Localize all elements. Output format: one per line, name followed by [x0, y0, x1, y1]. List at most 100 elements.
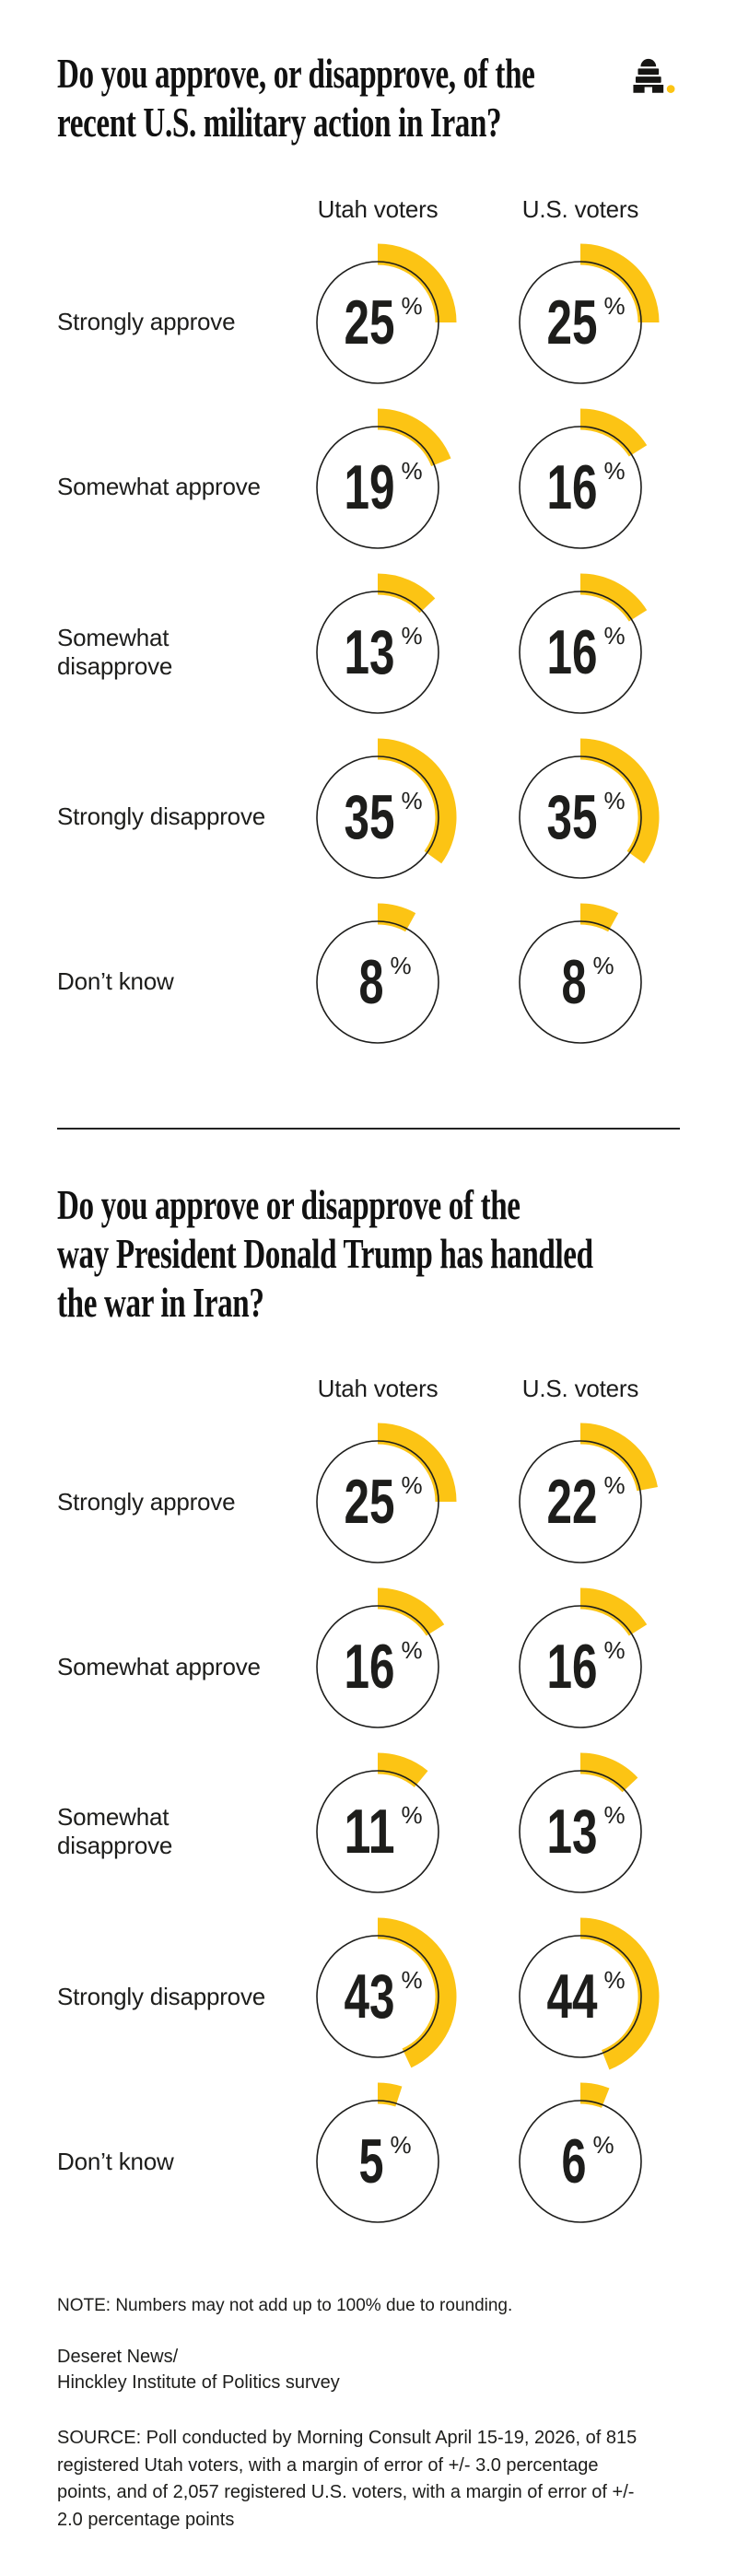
- chart-row: Strongly disapprove 35% 35%: [57, 730, 680, 895]
- chart-title-line: recent U.S. military action in Iran?: [57, 98, 502, 146]
- percent-sign: %: [402, 787, 423, 814]
- gauge-circle: [519, 425, 642, 549]
- row-label: Somewhat approve: [57, 473, 261, 501]
- row-label: Strongly approve: [57, 308, 236, 336]
- footer: NOTE: Numbers may not add up to 100% due…: [57, 2296, 680, 2534]
- percentage-arc: [377, 243, 457, 323]
- gauge-value: 8: [359, 947, 384, 1017]
- chart-row: Somewhat approve 16% 16%: [57, 1579, 680, 1744]
- donut-gauge: 13%: [290, 565, 465, 740]
- gauge-value: 16: [547, 452, 598, 522]
- percent-sign: %: [604, 457, 626, 485]
- chart-row: Strongly disapprove 43% 44%: [57, 1909, 680, 2074]
- gauge-value: 25: [345, 1467, 395, 1537]
- donut-gauge: 43%: [290, 1909, 465, 2084]
- column-header-utah-voters: Utah voters: [317, 194, 439, 223]
- donut-gauge: 25%: [493, 235, 668, 410]
- gauge-circle: [519, 1935, 642, 2059]
- gauge-value: 5: [359, 2126, 384, 2196]
- percent-sign: %: [593, 2131, 614, 2159]
- chart-row: Strongly approve 25% 25%: [57, 235, 680, 400]
- gauge-circle: [519, 755, 642, 879]
- donut-gauge: 13%: [493, 1744, 668, 1919]
- gauge-circle: [316, 425, 439, 549]
- percentage-arc: [377, 1752, 428, 1788]
- percent-sign: %: [402, 457, 423, 485]
- row-label: Don’t know: [57, 967, 174, 996]
- gauge-circle: [316, 1605, 439, 1729]
- chart-row: Somewhat disapprove 11% 13%: [57, 1744, 680, 1909]
- gauge-value: 43: [345, 1961, 395, 2032]
- percent-sign: %: [604, 787, 626, 814]
- donut-gauge: 5%: [290, 2074, 465, 2249]
- row-label: Somewhat disapprove: [57, 623, 173, 680]
- percent-sign: %: [402, 622, 423, 650]
- percentage-arc: [377, 738, 457, 864]
- percentage-arc: [579, 1587, 648, 1637]
- note-text: NOTE: Numbers may not add up to 100% due…: [57, 2296, 513, 2316]
- gauge-circle: [519, 590, 642, 714]
- chart-rows: Strongly approve 25% 25% Somewhat approve 19…: [57, 235, 680, 1060]
- percentage-arc: [579, 738, 660, 864]
- percent-sign: %: [402, 1636, 423, 1664]
- gauge-circle: [519, 1770, 642, 1894]
- gauge-value: 22: [547, 1467, 598, 1537]
- chart-section-1: Do you approve, or disapprove, of the rec…: [57, 50, 680, 1060]
- donut-gauge: 25%: [290, 235, 465, 410]
- percentage-arc: [377, 1587, 445, 1637]
- gauge-circle: [316, 2100, 439, 2224]
- gauge-circle: [519, 919, 642, 1044]
- percentage-arc: [377, 1917, 457, 2068]
- chart-rows: Strongly approve 25% 22% Somewhat approve 16…: [57, 1414, 680, 2239]
- donut-gauge: 8%: [290, 895, 465, 1070]
- chart-title-line: Do you approve, or disapprove, of the: [57, 50, 535, 97]
- percentage-arc: [579, 573, 648, 622]
- gauge-circle: [519, 1440, 642, 1564]
- donut-gauge: 16%: [493, 1579, 668, 1754]
- percent-sign: %: [402, 292, 423, 320]
- column-header-utah-voters: Utah voters: [317, 1375, 439, 1403]
- donut-gauge: 16%: [493, 565, 668, 740]
- gauge-value: 16: [547, 617, 598, 687]
- percent-sign: %: [604, 292, 626, 320]
- percentage-arc: [377, 1423, 457, 1503]
- gauge-value: 16: [345, 1632, 395, 1702]
- gauge-value: 6: [562, 2126, 587, 2196]
- percent-sign: %: [402, 1471, 423, 1499]
- gauge-value: 16: [547, 1632, 598, 1702]
- gauge-value: 25: [345, 287, 395, 357]
- gauge-circle: [316, 919, 439, 1044]
- percentage-arc: [579, 903, 619, 932]
- gauge-circle: [316, 1935, 439, 2059]
- column-headers: Utah voters U.S. voters: [57, 1375, 680, 1403]
- chart-row: Strongly approve 25% 22%: [57, 1414, 680, 1579]
- percentage-arc: [579, 2082, 610, 2109]
- beehive-icon: [633, 58, 664, 93]
- donut-gauge: 16%: [493, 400, 668, 575]
- credit-line-1: Deseret News/: [57, 2347, 179, 2368]
- gauge-value: 11: [345, 1797, 395, 1867]
- percentage-arc: [377, 408, 451, 467]
- percent-sign: %: [604, 622, 626, 650]
- donut-gauge: 44%: [493, 1909, 668, 2084]
- column-header-us-voters: U.S. voters: [521, 1375, 639, 1403]
- donut-gauge: 11%: [290, 1744, 465, 1919]
- donut-gauge: 8%: [493, 895, 668, 1070]
- percent-sign: %: [391, 952, 412, 979]
- source-text: SOURCE: Poll conducted by Morning Consul…: [57, 2428, 638, 2530]
- gauge-value: 25: [547, 287, 598, 357]
- gauge-circle: [316, 755, 439, 879]
- percent-sign: %: [402, 1966, 423, 1994]
- row-label: Strongly disapprove: [57, 1982, 265, 2010]
- percentage-arc: [579, 1752, 638, 1793]
- donut-gauge: 6%: [493, 2074, 668, 2249]
- section-divider: [57, 1127, 680, 1130]
- percentage-arc: [377, 2082, 403, 2108]
- percentage-arc: [579, 1917, 660, 2070]
- chart-section-2: Do you approve or disapprove of the way P…: [57, 1181, 680, 2240]
- gauge-circle: [519, 2100, 642, 2224]
- percent-sign: %: [402, 1801, 423, 1829]
- chart-1-title: Do you approve, or disapprove, of the rec…: [57, 50, 680, 147]
- row-label: Somewhat approve: [57, 1652, 261, 1680]
